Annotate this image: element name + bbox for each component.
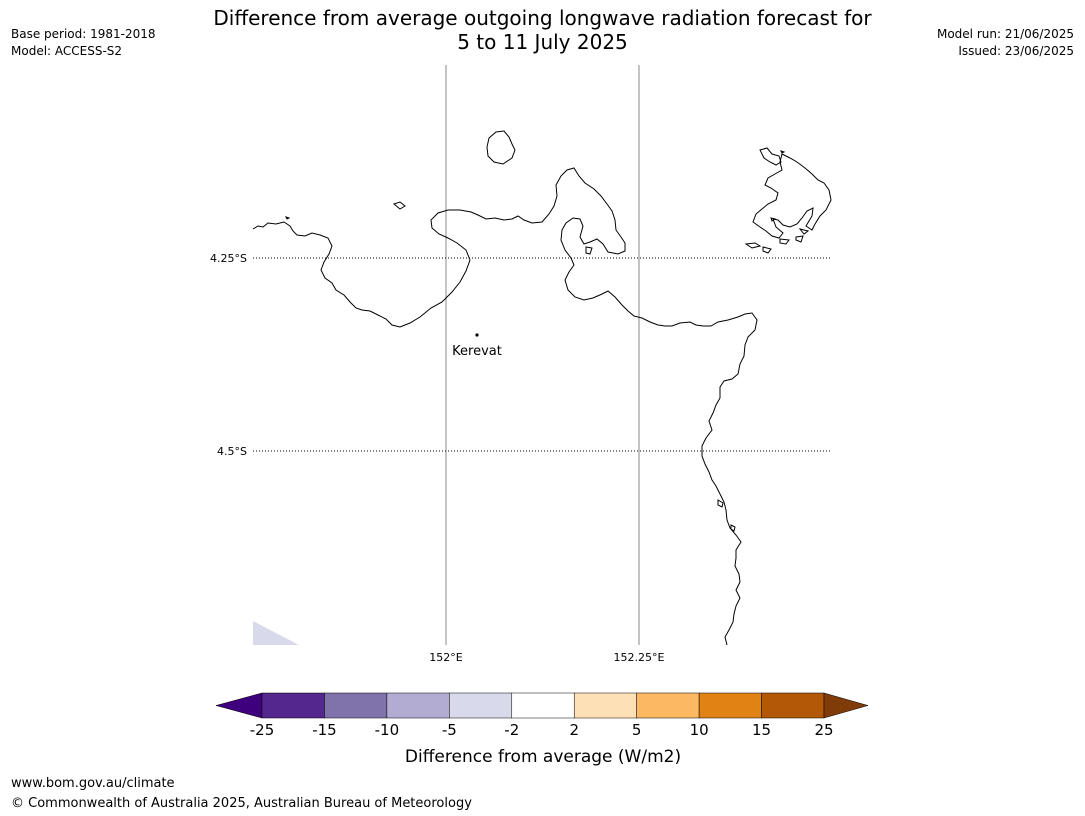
colorbar-label: Difference from average (W/m2) — [405, 747, 681, 767]
footer-url[interactable]: www.bom.gov.au/climate — [11, 776, 175, 791]
colorbar-tick-label: -5 — [442, 721, 457, 739]
colorbar-tick-label: -15 — [312, 721, 337, 739]
colorbar-tick-label: 2 — [569, 721, 579, 739]
colorbar-tick-label: 15 — [752, 721, 771, 739]
kerevat-marker — [475, 333, 479, 337]
colorbar-tick-label: -10 — [375, 721, 400, 739]
colorbar-tick-label: -25 — [250, 721, 275, 739]
colorbar-segment — [761, 692, 825, 719]
footer-copyright: © Commonwealth of Australia 2025, Austra… — [11, 796, 472, 811]
colorbar-segment — [386, 692, 450, 719]
lon-label-152-25: 152.25°E — [614, 651, 665, 664]
colorbar-segment — [449, 692, 513, 719]
colorbar-segment — [636, 692, 700, 719]
colorbar-extend-low — [215, 692, 263, 719]
colorbar-tick-label: 10 — [690, 721, 709, 739]
title-line-1: Difference from average outgoing longwav… — [213, 6, 872, 30]
coastline — [252, 130, 832, 646]
colorbar-tick-label: 25 — [814, 721, 833, 739]
colorbar-segment — [511, 692, 575, 719]
colorbar-tick-label: -2 — [504, 721, 519, 739]
lat-label-4-5: 4.5°S — [217, 445, 247, 458]
place-label-kerevat: Kerevat — [452, 344, 502, 359]
model-run: Model run: 21/06/2025 — [936, 27, 1074, 41]
colorbar-segment — [324, 692, 388, 719]
meta-right: Model run: 21/06/2025 Issued: 23/06/2025 — [937, 26, 1074, 60]
colorbar-segment — [698, 692, 762, 719]
colorbar-tick-label: 5 — [632, 721, 642, 739]
base-period: Base period: 1981-2018 — [11, 27, 156, 41]
page-title: Difference from average outgoing longwav… — [140, 6, 945, 54]
meta-left: Base period: 1981-2018 Model: ACCESS-S2 — [11, 26, 156, 60]
anomaly-shading — [253, 621, 299, 645]
lat-label-4-25: 4.25°S — [210, 252, 247, 265]
lon-label-152: 152°E — [429, 651, 462, 664]
title-line-2: 5 to 11 July 2025 — [457, 30, 628, 54]
colorbar-extend-high — [823, 692, 869, 719]
model-name: Model: ACCESS-S2 — [11, 44, 123, 58]
colorbar-segment — [261, 692, 325, 719]
issued-date: Issued: 23/06/2025 — [958, 44, 1074, 58]
colorbar-segment — [573, 692, 637, 719]
